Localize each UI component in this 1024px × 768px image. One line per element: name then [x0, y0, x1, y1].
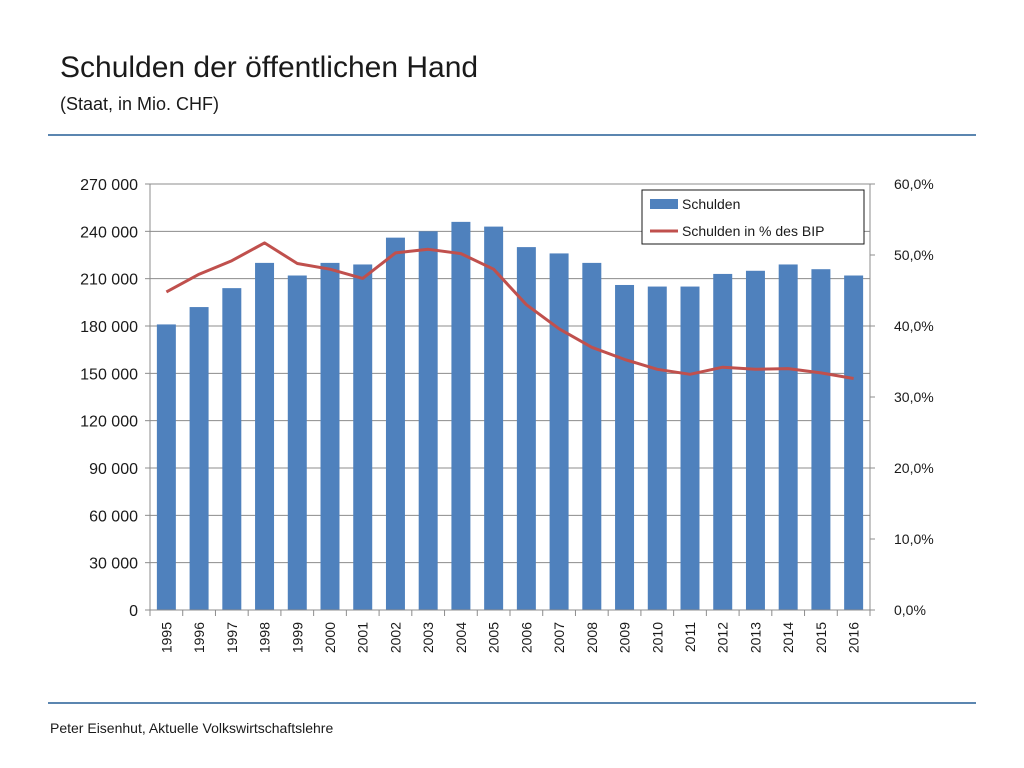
x-tick-label: 2007 — [551, 622, 567, 653]
y-right-tick-label: 30,0% — [894, 389, 934, 405]
bar — [418, 231, 438, 611]
y-left-tick-label: 180 000 — [80, 319, 138, 336]
y-right-tick-label: 20,0% — [894, 460, 934, 476]
x-tick-label: 2008 — [584, 622, 600, 653]
bottom-divider — [48, 702, 976, 704]
y-right-tick-label: 50,0% — [894, 247, 934, 263]
bar — [680, 286, 700, 610]
x-tick-label: 2010 — [649, 622, 665, 653]
bar — [647, 286, 667, 610]
tick-labels: 0 30 000 60 000 90 000 120 000 150 000 180 000… — [80, 176, 934, 653]
legend: Schulden Schulden in % des BIP — [641, 189, 865, 245]
x-tick-label: 2006 — [518, 622, 534, 653]
bar — [189, 307, 209, 610]
x-tick-label: 2013 — [747, 622, 763, 653]
y-left-tick-label: 120 000 — [80, 414, 138, 431]
bar — [156, 324, 176, 610]
slide-title: Schulden der öffentlichen Hand — [60, 51, 479, 84]
bar — [811, 269, 831, 610]
legend-label-schulden-bip: Schulden in % des BIP — [682, 223, 824, 239]
bar — [549, 253, 569, 610]
bar — [287, 275, 307, 610]
legend-box — [641, 189, 865, 245]
footer-credit: Peter Eisenhut, Aktuelle Volkswirtschaft… — [50, 720, 334, 736]
x-tick-label: 1996 — [191, 622, 207, 653]
bar — [778, 264, 798, 610]
bar — [516, 247, 536, 610]
x-tick-label: 1998 — [257, 622, 273, 653]
y-right-tick-label: 0,0% — [894, 602, 926, 618]
y-left-tick-label: 0 — [129, 603, 138, 620]
x-tick-label: 1995 — [158, 622, 174, 653]
x-tick-label: 2009 — [617, 622, 633, 653]
bar — [484, 226, 504, 610]
y-right-tick-label: 60,0% — [894, 176, 934, 192]
y-left-tick-label: 90 000 — [89, 461, 138, 478]
bar — [844, 275, 864, 610]
legend-swatch-schulden — [650, 199, 678, 209]
bar — [255, 262, 275, 610]
bar — [222, 288, 242, 610]
y-left-tick-label: 240 000 — [80, 224, 138, 241]
x-tick-label: 2004 — [453, 622, 469, 653]
y-left-tick-label: 210 000 — [80, 272, 138, 289]
bar — [385, 237, 405, 610]
bar-series-schulden — [156, 221, 864, 611]
top-divider — [48, 134, 976, 136]
x-tick-label: 2012 — [715, 622, 731, 653]
y-left-tick-label: 30 000 — [89, 556, 138, 573]
bar — [451, 221, 471, 610]
line-schulden-bip — [165, 241, 854, 380]
y-left-tick-label: 270 000 — [80, 177, 138, 194]
x-tick-label: 2005 — [486, 622, 502, 653]
legend-label-schulden: Schulden — [682, 196, 740, 212]
x-tick-label: 2001 — [355, 622, 371, 653]
bar — [713, 273, 733, 610]
y-right-tick-label: 10,0% — [894, 531, 934, 547]
bar — [320, 262, 340, 610]
bar — [615, 284, 635, 610]
bar — [353, 264, 373, 610]
axes — [145, 183, 875, 616]
x-tick-label: 2011 — [682, 622, 698, 652]
bar — [745, 270, 765, 610]
x-tick-label: 1999 — [289, 622, 305, 653]
x-tick-label: 2002 — [387, 622, 403, 653]
y-left-tick-label: 150 000 — [80, 366, 138, 383]
x-tick-label: 2016 — [846, 622, 862, 653]
y-right-tick-label: 40,0% — [894, 318, 934, 334]
x-tick-label: 2003 — [420, 622, 436, 653]
line-series-schulden-bip — [165, 241, 854, 380]
x-tick-label: 2014 — [780, 622, 796, 653]
x-tick-label: 1997 — [224, 622, 240, 653]
slide-subtitle: (Staat, in Mio. CHF) — [60, 94, 220, 114]
bar — [582, 262, 602, 610]
x-tick-label: 2015 — [813, 622, 829, 653]
x-tick-label: 2000 — [322, 622, 338, 653]
y-left-tick-label: 60 000 — [89, 508, 138, 525]
